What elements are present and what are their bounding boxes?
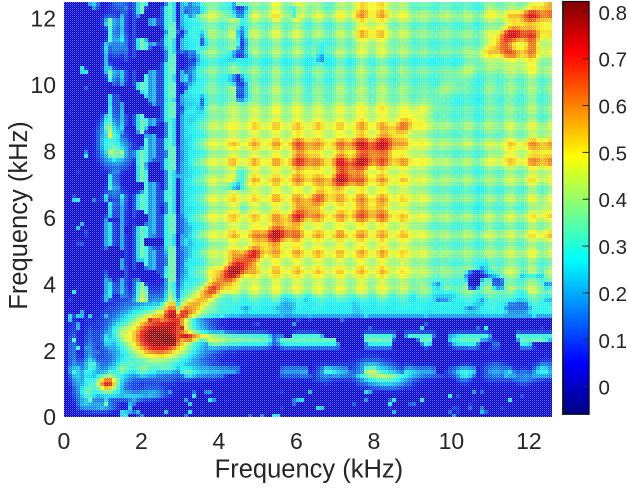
svg-text:8: 8 xyxy=(43,138,56,164)
svg-text:0: 0 xyxy=(43,404,56,430)
svg-text:0: 0 xyxy=(58,428,71,454)
svg-text:0.5: 0.5 xyxy=(599,142,627,165)
svg-text:4: 4 xyxy=(213,428,226,454)
svg-text:6: 6 xyxy=(290,428,303,454)
svg-text:0.7: 0.7 xyxy=(599,49,627,72)
svg-text:2: 2 xyxy=(135,428,148,454)
svg-text:Frequency (kHz): Frequency (kHz) xyxy=(215,456,403,484)
svg-text:2: 2 xyxy=(43,338,56,364)
svg-text:4: 4 xyxy=(43,271,56,297)
svg-text:0.4: 0.4 xyxy=(599,189,627,212)
svg-text:6: 6 xyxy=(43,205,56,231)
svg-text:10: 10 xyxy=(30,72,56,98)
svg-text:0.2: 0.2 xyxy=(599,283,627,306)
svg-text:0.6: 0.6 xyxy=(599,96,627,119)
svg-text:Frequency (kHz): Frequency (kHz) xyxy=(5,121,33,309)
svg-text:0: 0 xyxy=(599,377,610,400)
svg-text:12: 12 xyxy=(516,428,542,454)
svg-text:8: 8 xyxy=(368,428,381,454)
svg-text:0.8: 0.8 xyxy=(599,2,627,25)
svg-text:10: 10 xyxy=(439,428,465,454)
svg-text:0.3: 0.3 xyxy=(599,236,627,259)
svg-text:12: 12 xyxy=(30,6,56,32)
svg-text:0.1: 0.1 xyxy=(599,330,627,353)
